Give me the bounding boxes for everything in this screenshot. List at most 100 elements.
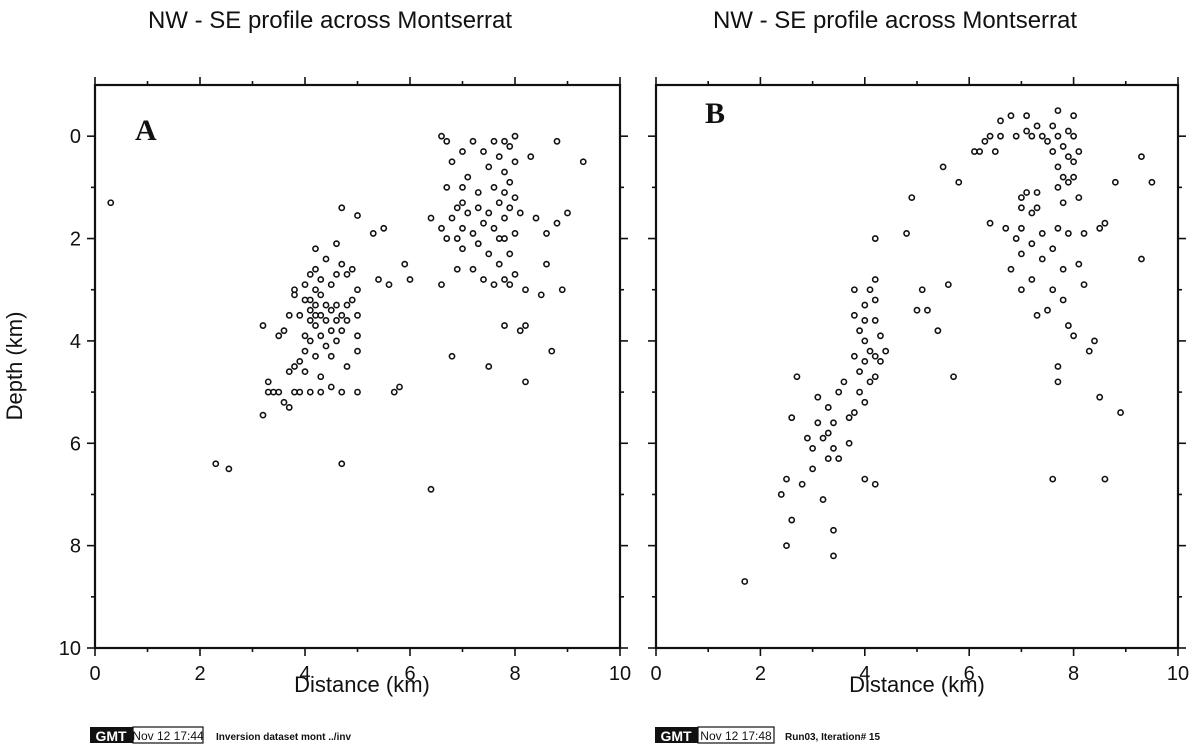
data-point xyxy=(1044,306,1051,314)
data-point xyxy=(824,429,832,437)
data-point xyxy=(981,137,989,145)
x-tick-label: 0 xyxy=(650,663,661,685)
data-point xyxy=(490,281,498,289)
data-point xyxy=(354,388,361,396)
y-tick-label: 6 xyxy=(70,433,81,455)
data-point xyxy=(354,286,361,294)
data-point xyxy=(861,475,869,483)
points-b xyxy=(741,107,1156,585)
data-point xyxy=(871,296,879,304)
data-point xyxy=(1049,148,1057,155)
data-point xyxy=(317,373,325,381)
data-point xyxy=(1096,393,1104,401)
data-point xyxy=(312,286,319,294)
data-point xyxy=(1023,112,1031,120)
data-point xyxy=(453,265,461,273)
data-point xyxy=(1070,132,1077,140)
data-point xyxy=(850,286,858,294)
data-point xyxy=(369,230,377,237)
data-point xyxy=(338,311,346,319)
data-point xyxy=(107,199,115,207)
data-point xyxy=(322,317,330,324)
gmt-logo-bg xyxy=(655,727,698,743)
data-point xyxy=(480,219,487,227)
data-point xyxy=(548,347,556,355)
data-point xyxy=(1080,230,1088,237)
data-point xyxy=(522,322,529,329)
data-point xyxy=(306,270,314,278)
data-point xyxy=(558,286,566,294)
data-point xyxy=(1091,337,1098,345)
panel-a: NW - SE profile across Montserrat A Dist… xyxy=(2,7,631,744)
data-point xyxy=(348,296,356,304)
data-point xyxy=(285,311,293,319)
data-point xyxy=(333,270,340,278)
data-point xyxy=(459,245,466,253)
data-point xyxy=(1059,296,1067,304)
gmt-logo-bg xyxy=(90,727,133,743)
timestamp-box xyxy=(132,726,204,744)
data-point xyxy=(490,224,498,232)
data-point xyxy=(506,281,514,289)
data-point xyxy=(543,230,550,237)
data-point xyxy=(327,383,335,391)
data-point xyxy=(788,516,796,524)
x-tick-label: 10 xyxy=(609,663,631,685)
data-point xyxy=(285,404,293,411)
data-point xyxy=(1018,194,1025,201)
data-point xyxy=(338,460,346,468)
data-point xyxy=(871,276,879,283)
data-point xyxy=(490,137,498,145)
data-point xyxy=(495,153,503,161)
gmt-logo: GMT xyxy=(660,728,692,744)
data-point xyxy=(306,296,314,304)
data-point xyxy=(824,455,832,463)
data-point xyxy=(438,132,445,140)
data-point xyxy=(835,388,843,396)
data-point xyxy=(1059,143,1067,150)
data-point xyxy=(1064,322,1072,329)
data-point xyxy=(1012,132,1020,140)
data-point xyxy=(474,204,482,212)
data-point xyxy=(866,286,874,294)
data-point xyxy=(913,306,921,314)
data-point xyxy=(1070,158,1077,166)
data-point xyxy=(861,357,869,365)
data-point xyxy=(427,485,435,493)
plot-frame-a xyxy=(93,83,622,650)
data-point xyxy=(280,398,288,406)
data-point xyxy=(777,491,785,498)
data-point xyxy=(741,578,749,585)
data-point xyxy=(270,388,277,396)
data-point xyxy=(1075,260,1083,268)
data-point xyxy=(225,465,233,473)
data-point xyxy=(506,250,514,258)
data-point xyxy=(871,352,879,360)
timestamp-box xyxy=(697,726,775,744)
data-point xyxy=(1111,178,1119,186)
data-point xyxy=(871,235,879,242)
data-point xyxy=(390,388,398,396)
data-point xyxy=(1096,224,1104,232)
data-point xyxy=(506,178,514,186)
data-point xyxy=(866,378,874,386)
data-point xyxy=(317,388,325,396)
data-point xyxy=(280,327,288,335)
data-point xyxy=(327,281,335,289)
data-point xyxy=(338,260,346,268)
data-point xyxy=(835,455,843,463)
data-point xyxy=(1023,127,1031,135)
data-point xyxy=(380,224,388,232)
data-point xyxy=(824,404,832,411)
data-point xyxy=(939,163,947,171)
data-point xyxy=(1049,286,1057,294)
x-tick-label: 0 xyxy=(89,663,100,685)
data-point xyxy=(333,240,340,248)
data-point xyxy=(306,317,314,324)
data-point xyxy=(1064,178,1072,186)
timestamp: Nov 12 17:48 xyxy=(700,729,772,743)
data-point xyxy=(406,276,414,283)
data-point xyxy=(312,311,319,319)
data-point xyxy=(301,281,309,289)
data-point xyxy=(553,137,561,145)
